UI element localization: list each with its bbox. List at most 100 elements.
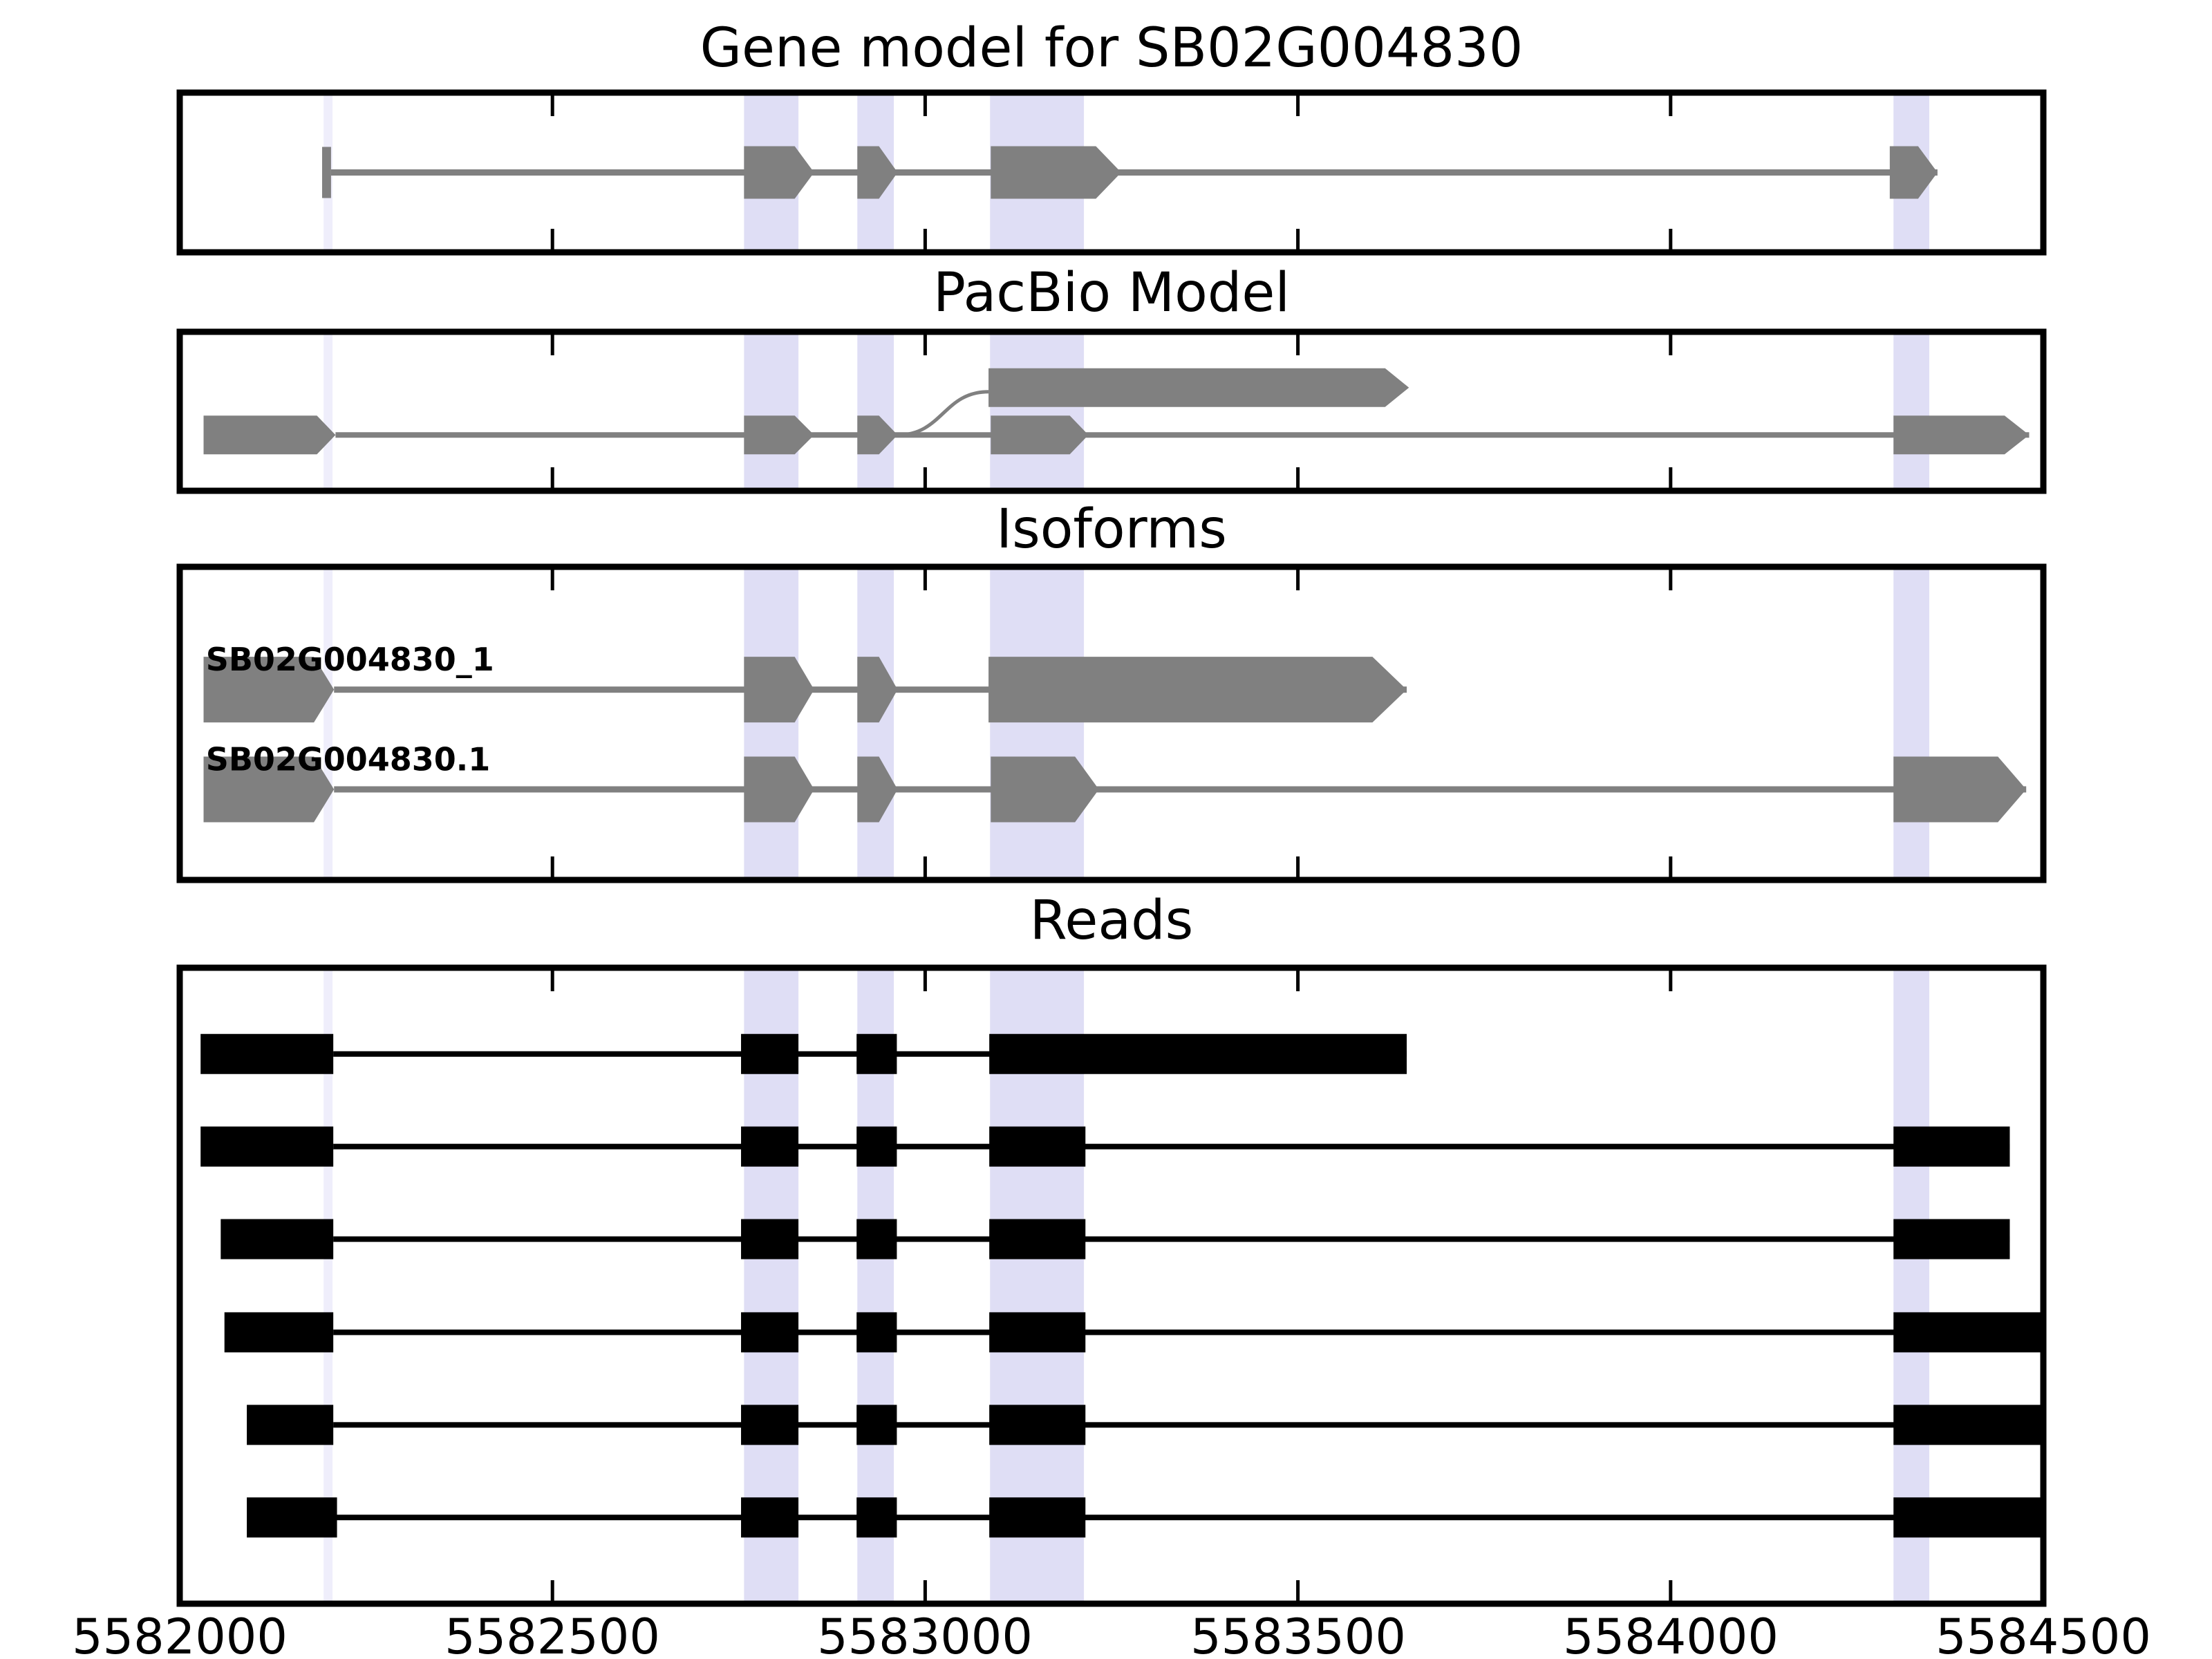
splice-curve <box>897 390 989 437</box>
axis-tick <box>923 229 927 250</box>
panel-title-reads: Reads <box>1030 890 1194 952</box>
highlight-region <box>990 570 1085 877</box>
read-exon <box>989 1312 1086 1353</box>
exon-arrow <box>1889 146 1938 199</box>
exon-arrow <box>1893 756 2027 823</box>
read-exon <box>856 1497 897 1538</box>
exon-arrow <box>203 657 335 723</box>
axis-tick <box>1669 570 1673 590</box>
highlight-region <box>857 335 894 488</box>
axis-tick <box>550 95 554 116</box>
read-exon <box>989 1497 1086 1538</box>
read-exon <box>221 1219 334 1259</box>
intron-line <box>333 1329 2039 1335</box>
panel-title-gene-model: Gene model for SB02G004830 <box>700 17 1524 79</box>
exon-arrow <box>857 657 898 723</box>
read-exon <box>856 1126 897 1167</box>
highlight-region <box>857 570 894 877</box>
read-exon <box>741 1497 799 1538</box>
highlight-region <box>1893 570 1930 877</box>
read-exon <box>247 1405 334 1445</box>
read-exon <box>741 1219 799 1259</box>
gene-start-marker <box>321 147 331 198</box>
axis-tick <box>1669 971 1673 991</box>
exon-arrow <box>744 657 814 723</box>
axis-tick <box>1296 570 1300 590</box>
axis-tick <box>923 95 927 116</box>
intron-line <box>334 786 2027 793</box>
highlight-region <box>744 971 799 1601</box>
exon-arrow <box>203 756 335 823</box>
highlight-region <box>990 335 1085 488</box>
exon-arrow <box>203 415 336 455</box>
axis-tick <box>1296 335 1300 355</box>
exon-arrow <box>991 146 1122 199</box>
axis-tick <box>1296 856 1300 877</box>
read-exon <box>200 1126 334 1167</box>
read-exon <box>856 1219 897 1259</box>
exon-arrow <box>744 415 814 455</box>
axis-tick <box>1669 856 1673 877</box>
x-tick-label-5582500: 5582500 <box>444 1609 660 1659</box>
read-exon <box>247 1497 337 1538</box>
axis-tick <box>923 1580 927 1601</box>
read-exon <box>856 1312 897 1353</box>
panel-border <box>176 964 2047 1607</box>
axis-tick <box>1296 1580 1300 1601</box>
axis-tick <box>550 467 554 488</box>
axis-tick <box>550 971 554 991</box>
intron-line <box>333 1236 2010 1242</box>
axis-tick <box>1669 95 1673 116</box>
exon-arrow <box>991 415 1089 455</box>
highlight-region <box>324 335 333 488</box>
read-exon <box>1893 1219 2010 1259</box>
axis-tick <box>923 570 927 590</box>
exon-arrow <box>857 756 898 823</box>
x-tick-label-5583000: 5583000 <box>817 1609 1033 1659</box>
intron-line <box>333 1515 2039 1521</box>
exon-arrow <box>988 368 1409 407</box>
axis-tick <box>550 856 554 877</box>
exon-arrow <box>857 415 898 455</box>
intron-line <box>335 432 2030 438</box>
axis-tick <box>550 335 554 355</box>
axis-tick <box>1296 229 1300 250</box>
highlight-region <box>1893 971 1930 1601</box>
panel-border <box>176 328 2047 494</box>
axis-tick <box>1296 95 1300 116</box>
read-exon <box>989 1033 1407 1074</box>
highlight-region <box>1893 335 1930 488</box>
axis-tick <box>1296 971 1300 991</box>
chart-layer: SB02G004830_1 SB02G004830.1 <box>176 89 2047 1607</box>
read-exon <box>1893 1405 2042 1445</box>
axis-tick <box>1669 335 1673 355</box>
intron-line <box>333 1143 2010 1150</box>
panel-border <box>176 563 2047 883</box>
x-tick-label-5584500: 5584500 <box>1936 1609 2151 1659</box>
read-exon <box>741 1033 799 1074</box>
exon-arrow <box>744 146 814 199</box>
x-tick-label-5584000: 5584000 <box>1563 1609 1779 1659</box>
read-exon <box>200 1033 334 1074</box>
exon-arrow <box>1893 415 2030 455</box>
isoform-label: SB02G004830_1 <box>206 641 494 678</box>
read-exon <box>856 1033 897 1074</box>
highlight-region <box>744 335 799 488</box>
exon-arrow <box>991 756 1099 823</box>
read-exon <box>1893 1497 2042 1538</box>
exon-arrow <box>988 657 1407 723</box>
read-exon <box>989 1126 1086 1167</box>
x-tick-label-5583500: 5583500 <box>1190 1609 1406 1659</box>
axis-tick <box>1669 1580 1673 1601</box>
read-exon <box>989 1219 1086 1259</box>
highlight-region <box>990 971 1085 1601</box>
read-exon <box>1893 1126 2010 1167</box>
axis-tick <box>1296 467 1300 488</box>
read-exon <box>856 1405 897 1445</box>
panel-border <box>176 89 2047 256</box>
intron-line <box>333 1422 2039 1428</box>
axis-tick <box>550 1580 554 1601</box>
highlight-region <box>744 570 799 877</box>
